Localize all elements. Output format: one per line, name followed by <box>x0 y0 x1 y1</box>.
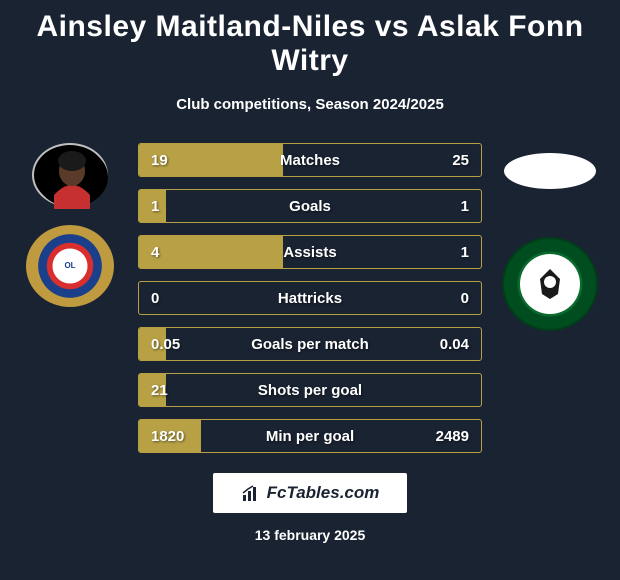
page-title: Ainsley Maitland-Niles vs Aslak Fonn Wit… <box>0 0 620 78</box>
stat-value-right: 2489 <box>436 428 469 445</box>
player2-column <box>500 143 600 331</box>
stat-label: Matches <box>139 152 481 169</box>
brand-text: FcTables.com <box>267 483 380 503</box>
player1-club-badge: OL <box>26 225 114 307</box>
player1-column: OL <box>20 143 120 307</box>
stat-label: Goals per match <box>139 336 481 353</box>
stat-label: Assists <box>139 244 481 261</box>
stat-label: Shots per goal <box>139 382 481 399</box>
stat-value-right: 1 <box>461 198 469 215</box>
stats-container: 19Matches251Goals14Assists10Hattricks00.… <box>138 143 482 453</box>
stat-row: 1Goals1 <box>138 189 482 223</box>
brand-box[interactable]: FcTables.com <box>213 473 408 513</box>
club-badge-text: OL <box>64 262 75 271</box>
stat-row: 0.05Goals per match0.04 <box>138 327 482 361</box>
stat-row: 0Hattricks0 <box>138 281 482 315</box>
stat-value-right: 25 <box>452 152 469 169</box>
subtitle: Club competitions, Season 2024/2025 <box>0 96 620 113</box>
stat-row: 19Matches25 <box>138 143 482 177</box>
stat-label: Hattricks <box>139 290 481 307</box>
stat-label: Goals <box>139 198 481 215</box>
stat-label: Min per goal <box>139 428 481 445</box>
player2-club-badge <box>502 237 598 331</box>
comparison-main: OL 19Matches251Goals14Assists10Hattricks… <box>0 143 620 453</box>
stat-row: 4Assists1 <box>138 235 482 269</box>
stat-row: 21Shots per goal <box>138 373 482 407</box>
player1-avatar <box>32 143 108 207</box>
stat-value-right: 0.04 <box>440 336 469 353</box>
player2-avatar-blank <box>504 153 596 189</box>
footer: FcTables.com 13 february 2025 <box>0 473 620 543</box>
date-text: 13 february 2025 <box>255 527 366 543</box>
stat-row: 1820Min per goal2489 <box>138 419 482 453</box>
stat-value-right: 1 <box>461 244 469 261</box>
stat-value-right: 0 <box>461 290 469 307</box>
club-badge-inner <box>520 254 580 314</box>
chart-icon <box>241 485 261 501</box>
